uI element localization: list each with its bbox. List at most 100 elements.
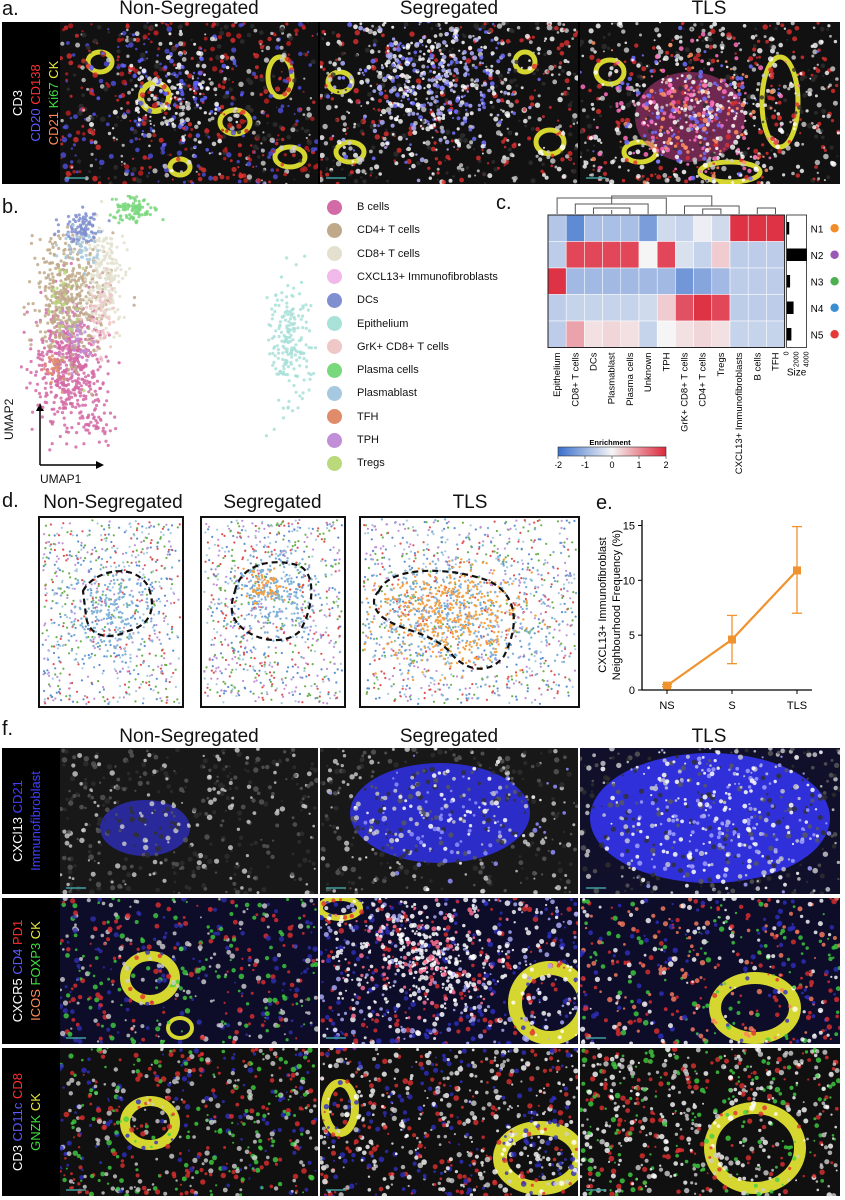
heatmap-cell	[711, 320, 731, 348]
channel-name: Immunofibroblast	[28, 771, 43, 871]
heatmap-cell	[656, 241, 676, 269]
heatmap-cell	[675, 241, 694, 269]
heatmap-column-label: Unknown	[643, 353, 654, 393]
legend-swatch	[327, 222, 342, 238]
channel-name: CD21	[46, 108, 60, 145]
channel-label-line: CXCR5 CD4 PD1	[10, 920, 25, 1023]
heatmap-cell	[711, 214, 731, 242]
heatmap-cell	[584, 214, 603, 242]
legend-label: TPH	[357, 434, 379, 446]
heatmap-row-label: N1	[811, 224, 824, 235]
heatmap-cell	[620, 320, 640, 348]
panel-f-title-s: Segregated	[399, 726, 499, 747]
size-bar	[786, 275, 791, 288]
channel-name: CK	[28, 1093, 43, 1111]
heatmap-column-label: DCs	[589, 352, 600, 371]
heatmap-cell	[602, 294, 622, 322]
heatmap-cell	[729, 294, 749, 322]
row-dot	[830, 250, 839, 259]
heatmap-column-label: GrK+ CD8+ T cells	[680, 352, 691, 432]
panel-a-image-ns	[60, 22, 318, 184]
panel-a-title-s: Segregated	[399, 0, 499, 19]
legend-label: B cells	[357, 201, 390, 213]
panel-a-strip: CD3 CD20 CD138 CD21 Ki67 CK	[2, 22, 840, 184]
heatmap-cell	[693, 294, 713, 322]
legend-swatch	[327, 385, 342, 401]
heatmap-cell	[565, 294, 585, 322]
heatmap-cell	[638, 241, 658, 269]
panel-a-title-ns: Non-Segregated	[119, 0, 259, 19]
umap-plot	[20, 195, 318, 469]
heatmap-row-label: N5	[811, 330, 824, 341]
legend-label: Epithelium	[357, 317, 409, 330]
heatmap-cell	[602, 267, 622, 295]
channel-name: ICOS	[28, 985, 43, 1020]
colorbar-tick: -1	[581, 460, 589, 470]
channel-name: CXCl13	[10, 813, 25, 861]
channel-label-line: CD21 Ki67 CK	[46, 60, 60, 145]
heatmap-cell	[602, 241, 622, 269]
e-point	[663, 681, 671, 690]
size-tick: 0	[784, 351, 791, 355]
channel-name: CD20	[28, 105, 43, 142]
channel-label-line: GNZK CK	[28, 1093, 43, 1151]
heatmap-cell	[766, 294, 785, 322]
panel-d-label: d.	[2, 490, 19, 512]
panel-d-title-s: Segregated	[223, 492, 322, 513]
heatmap-cell	[602, 214, 622, 242]
size-tick: 2000	[794, 351, 801, 367]
channel-label-line: ICOS FOXP3 CK	[28, 921, 43, 1021]
heatmap-cell	[584, 320, 603, 348]
e-point	[793, 566, 801, 575]
row-dot	[830, 330, 839, 339]
heatmap-cell	[747, 267, 767, 295]
legend-item: CD8+ T cells	[327, 244, 420, 264]
row-dot	[830, 303, 839, 312]
spatial-map-tls	[359, 516, 580, 708]
legend-item: TFH	[327, 407, 378, 427]
heatmap-cell	[638, 294, 658, 322]
legend-swatch	[327, 339, 342, 355]
heatmap-column-label: B cells	[752, 352, 763, 380]
heatmap-column-label: Epithelium	[552, 352, 563, 396]
colorbar-title: Enrichment	[589, 438, 631, 447]
heatmap-cell	[602, 320, 622, 348]
legend-swatch	[327, 292, 342, 308]
heatmap-cell	[711, 294, 731, 322]
e-xtick: TLS	[787, 700, 807, 712]
heatmap-cell	[656, 267, 676, 295]
heatmap-row-label: N4	[811, 304, 824, 315]
heatmap-cell	[693, 214, 713, 242]
heatmap-column-label: CD4+ T cells	[698, 352, 709, 407]
heatmap-cell	[584, 267, 603, 295]
panel-a-image-s	[320, 22, 578, 184]
legend-item: CD4+ T cells	[327, 220, 420, 240]
umap-legend: B cells CD4+ T cells CD8+ T cells CXCL13+ I…	[327, 197, 537, 477]
channel-name: CD11c	[10, 1099, 25, 1141]
panel-e-label: e.	[596, 492, 613, 514]
legend-item: B cells	[327, 197, 389, 217]
umap-xaxis-label: UMAP1	[40, 472, 82, 486]
heatmap-cell	[675, 267, 694, 295]
colorbar-tick: -2	[555, 460, 562, 470]
panel-f-r2-tls	[580, 898, 840, 1044]
e-xtick: NS	[659, 700, 674, 712]
channel-name: FOXP3	[28, 939, 43, 985]
heatmap-cell	[565, 241, 585, 269]
heatmap-cell	[547, 214, 567, 242]
panel-f-grid: CXCl13 CD21 Immunofibroblast CXCR5 CD4 PD…	[2, 748, 840, 1196]
legend-label: CXCL13+ Immunofibroblasts	[357, 270, 498, 283]
legend-item: Epithelium	[327, 314, 408, 334]
legend-label: DCs	[357, 294, 379, 307]
panel-f-row1-channels: CXCl13 CD21 Immunofibroblast	[2, 748, 60, 894]
panel-f-title-tls: TLS	[691, 726, 727, 747]
heatmap-cell	[729, 241, 749, 269]
heatmap-column-label: Tregs	[716, 352, 727, 376]
heatmap-row-label: N3	[811, 277, 824, 288]
heatmap-column-label: TFH	[771, 352, 782, 371]
e-ylabel: CXCL13+ Immunofibroblast Neighbourhood Fr…	[597, 530, 623, 680]
colorbar-tick: 1	[636, 460, 641, 470]
legend-item: TPH	[327, 430, 379, 450]
panel-f-r3-s	[320, 1048, 578, 1196]
channel-name: Ki67	[46, 79, 60, 109]
